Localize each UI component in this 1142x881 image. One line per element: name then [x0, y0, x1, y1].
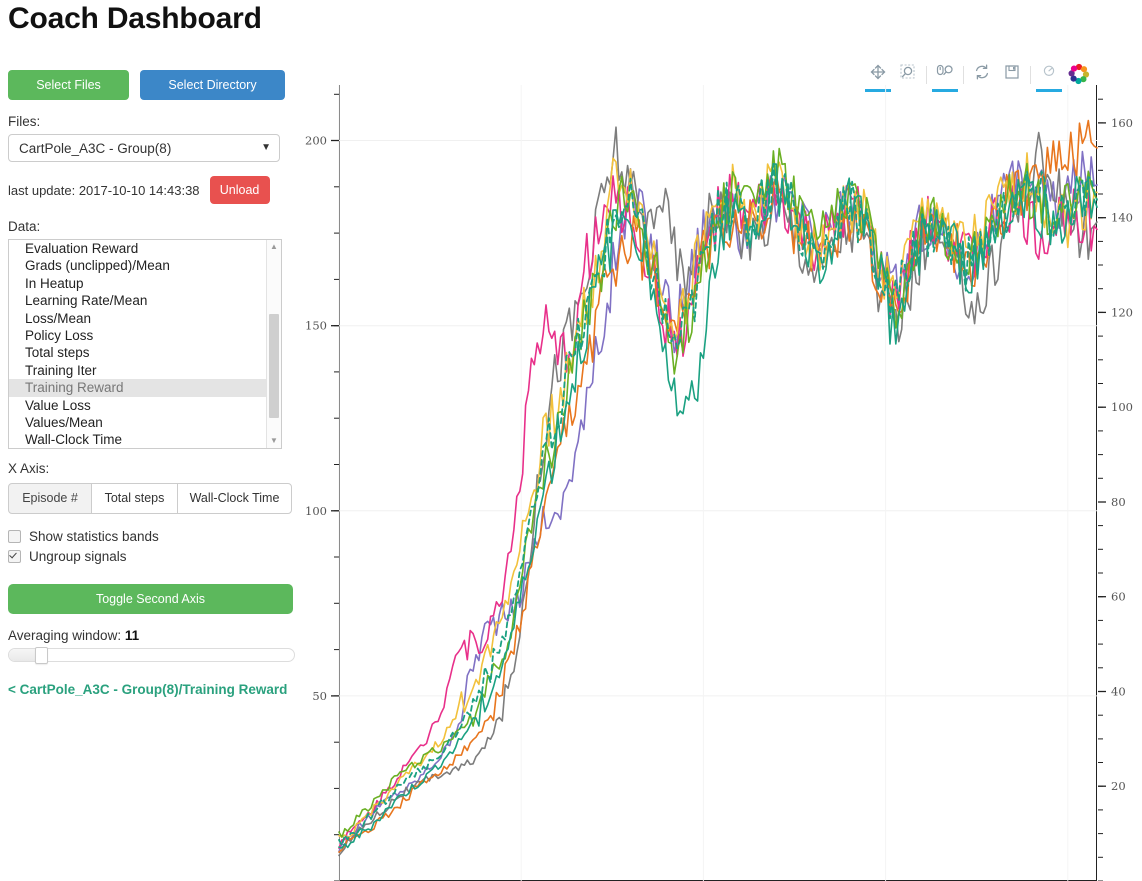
chart-line-worker-2	[338, 173, 1098, 849]
wheel-zoom-tool-active-underline	[932, 89, 958, 92]
files-section: Files: CartPole_A3C - Group(8) ▼	[0, 100, 300, 162]
files-label: Files:	[8, 114, 41, 129]
svg-text:160: 160	[1111, 116, 1133, 130]
toolbar-separator	[963, 66, 964, 84]
signal-back-link[interactable]: < CartPole_A3C - Group(8)/Training Rewar…	[8, 682, 288, 697]
svg-text:20: 20	[1111, 779, 1126, 793]
checkbox-label: Show statistics bands	[29, 529, 159, 544]
svg-text:50: 50	[312, 689, 327, 703]
list-item[interactable]: Policy Loss	[25, 327, 94, 343]
svg-text:60: 60	[1111, 590, 1126, 604]
x-axis-section: X Axis: Episode # Total steps Wall-Clock T…	[0, 449, 300, 514]
data-list-items: Evaluation Reward Grads (unclipped)/Mean I…	[9, 240, 267, 448]
svg-text:200: 200	[305, 134, 327, 148]
data-list-scrollbar[interactable]: ▲ ▼	[266, 240, 281, 448]
plot-toolbar	[863, 60, 1094, 92]
list-item[interactable]: Learning Rate/Mean	[25, 293, 148, 309]
list-item[interactable]: Grads (unclipped)/Mean	[25, 258, 170, 274]
list-item[interactable]: Values/Mean	[25, 414, 103, 430]
box-zoom-tool[interactable]	[893, 60, 923, 92]
save-tool[interactable]	[997, 60, 1027, 92]
svg-text:100: 100	[305, 504, 327, 518]
toggle-second-axis-button[interactable]: Toggle Second Axis	[8, 584, 293, 614]
scroll-down-icon[interactable]: ▼	[270, 436, 278, 445]
training-reward-chart[interactable]: 5010015020020406080100120140160050100150…	[300, 50, 1142, 881]
wheel-zoom-tool[interactable]	[930, 60, 960, 92]
svg-text:80: 80	[1111, 495, 1126, 509]
plot-pane: 5010015020020406080100120140160050100150…	[300, 50, 1142, 881]
bokeh-logo[interactable]	[1064, 60, 1094, 92]
chart-line-worker-3	[338, 119, 1098, 853]
svg-text:140: 140	[1111, 211, 1133, 225]
svg-text:120: 120	[1111, 305, 1133, 319]
checkbox-show-statistics-bands[interactable]	[8, 530, 21, 543]
list-item[interactable]: In Heatup	[25, 275, 84, 291]
last-update-text: last update: 2017-10-10 14:43:38	[8, 182, 200, 198]
list-item[interactable]: Training Iter	[25, 362, 97, 378]
last-update-row: last update: 2017-10-10 14:43:38 Unload	[0, 162, 300, 204]
tab-wall-clock-time[interactable]: Wall-Clock Time	[177, 483, 292, 514]
unload-button[interactable]: Unload	[209, 176, 270, 204]
toolbar-separator	[926, 66, 927, 84]
data-label: Data:	[8, 219, 41, 234]
chart-line-worker-1	[338, 126, 1098, 857]
x-axis-label: X Axis:	[8, 461, 50, 476]
checkbox-row: Ungroup signals	[0, 544, 300, 564]
list-item[interactable]: Value Loss	[25, 397, 91, 413]
sidebar: Select Files Select Directory Files: Car…	[0, 62, 300, 697]
list-item[interactable]: Loss/Mean	[25, 310, 92, 326]
reset-tool[interactable]	[967, 60, 997, 92]
tab-episode[interactable]: Episode #	[8, 483, 92, 514]
page-title: Coach Dashboard	[8, 2, 262, 35]
pan-tool-active-underline	[865, 89, 891, 92]
slider-handle[interactable]	[34, 647, 48, 664]
scrollbar-thumb[interactable]	[269, 314, 279, 418]
svg-text:40: 40	[1111, 685, 1126, 699]
files-select[interactable]: CartPole_A3C - Group(8)	[8, 134, 280, 162]
averaging-window-slider[interactable]	[8, 647, 295, 664]
averaging-window-value: 11	[124, 628, 140, 643]
file-buttons-row: Select Files Select Directory	[0, 62, 300, 100]
svg-text:100: 100	[1111, 400, 1133, 414]
slider-fill	[9, 649, 35, 661]
tab-total-steps[interactable]: Total steps	[91, 483, 178, 514]
checkbox-group: Show statistics bands Ungroup signals	[0, 514, 300, 564]
checkbox-row: Show statistics bands	[0, 524, 300, 544]
select-files-button[interactable]: Select Files	[8, 70, 129, 100]
toggle-axis-row: Toggle Second Axis	[0, 564, 300, 614]
chart-line-average	[338, 162, 1098, 847]
list-item[interactable]: Total steps	[25, 345, 90, 361]
averaging-window-text: Averaging window:	[8, 628, 122, 643]
hover-tool-active-underline	[1036, 89, 1062, 92]
hover-tool[interactable]	[1034, 60, 1064, 92]
toolbar-separator	[1030, 66, 1031, 84]
checkbox-ungroup-signals[interactable]	[8, 550, 21, 563]
svg-text:150: 150	[305, 319, 327, 333]
list-item[interactable]: Evaluation Reward	[25, 241, 139, 256]
data-listbox[interactable]: Evaluation Reward Grads (unclipped)/Mean I…	[8, 239, 282, 449]
select-directory-button[interactable]: Select Directory	[140, 70, 285, 100]
averaging-window-label: Averaging window: 11	[0, 614, 300, 643]
data-section: Data: Evaluation Reward Grads (unclipped)…	[0, 204, 300, 449]
scroll-up-icon[interactable]: ▲	[270, 242, 278, 251]
list-item[interactable]: Wall-Clock Time	[25, 432, 123, 448]
checkbox-label: Ungroup signals	[29, 549, 127, 564]
pan-tool[interactable]	[863, 60, 893, 92]
x-axis-tabs: Episode # Total steps Wall-Clock Time	[8, 483, 300, 514]
list-item[interactable]: Training Reward	[9, 379, 267, 397]
files-select-wrap: CartPole_A3C - Group(8) ▼	[8, 134, 280, 162]
chart-line-worker-6	[338, 163, 1098, 849]
